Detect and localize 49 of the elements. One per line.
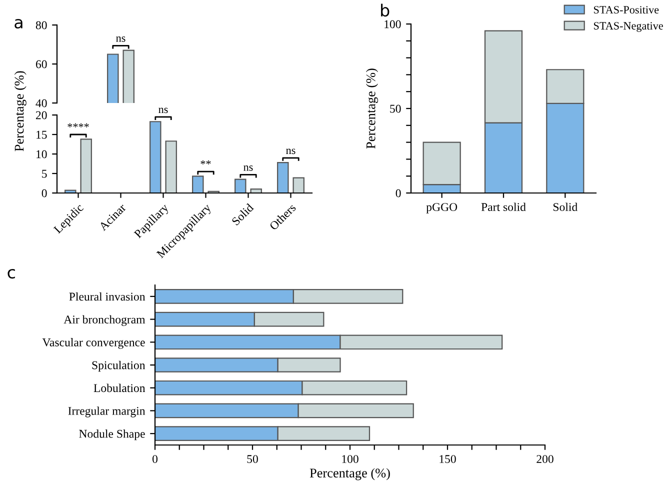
y-tick-label: 0 [396,189,401,198]
y-tick-label: Spiculation [92,360,146,372]
text: c [8,269,15,279]
y-tick-label: Vascular convergence [42,338,145,349]
annotation: ns [286,148,296,154]
annotation: ns [158,108,168,114]
x-tick-label: 150 [440,455,456,464]
annotation: **** [68,123,89,128]
x-tick-label: 200 [536,455,554,464]
annotation: ns [116,36,126,42]
y-tick-label: Pleural invasion [69,292,146,301]
legend-label: STAS-Negative [594,22,663,32]
x-tick-label: pGGO [426,203,458,214]
bar [80,138,92,193]
legend-label: STAS-Positive [594,6,659,14]
annotation: ** [200,160,211,164]
chart-title: b [381,4,390,17]
bar [292,177,304,193]
chart-title: a [14,18,22,29]
y-tick-label: 5 [42,170,47,178]
x-axis-title: Percentage (%) [310,468,390,480]
x-tick-label: 50 [247,455,258,464]
y-tick-label: 40 [36,99,47,108]
bar [250,188,262,193]
y-tick-label: Nodule Shape [79,429,145,440]
bar [192,176,204,193]
bar [64,190,76,193]
annotation: ns [244,166,253,171]
bar [277,162,289,193]
y-tick-label: 50 [390,104,401,113]
y-tick-label: 20 [36,111,47,120]
x-tick-label: Part solid [481,202,526,212]
x-tick-label: 0 [152,455,158,464]
y-tick-label: Lobulation [94,384,146,392]
y-axis-title: Percentage (%) [366,68,378,149]
bar [234,178,246,193]
y-tick-label: 15 [36,130,47,139]
y-tick-label: 10 [36,150,47,158]
y-tick-label: 60 [36,60,47,68]
x-tick-label: Solid [553,202,578,212]
y-tick-label: 100 [384,20,401,28]
y-tick-label: 0 [42,189,47,198]
bar [150,121,162,193]
bar [165,140,177,193]
y-tick-label: Irregular margin [68,406,146,418]
y-tick-label: 80 [36,21,47,30]
y-axis-title: Percentage (%) [14,71,26,152]
y-tick-label: Air bronchogram [64,315,146,326]
x-tick-label: 100 [342,455,358,464]
